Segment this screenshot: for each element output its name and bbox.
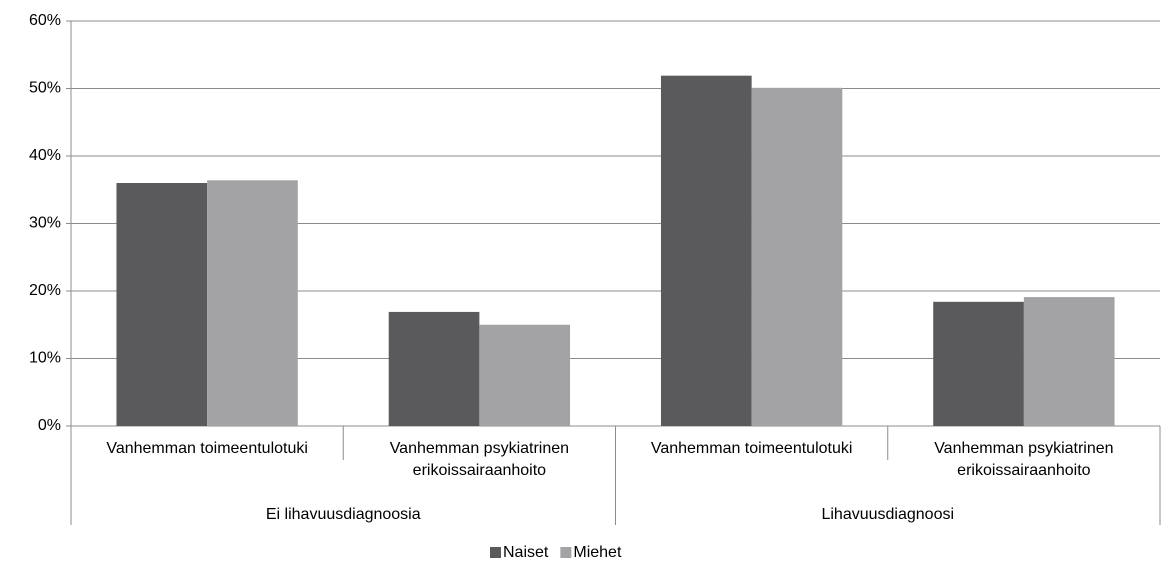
bar xyxy=(1023,297,1115,426)
group-label: Lihavuusdiagnoosi xyxy=(821,506,955,523)
y-tick-label: 20% xyxy=(29,282,61,299)
x-tick-label: Vanhemman psykiatrinen erikoissairaanhoi… xyxy=(934,440,1114,479)
bar xyxy=(660,75,752,427)
bar xyxy=(207,180,298,426)
bar xyxy=(751,87,843,426)
legend-swatch xyxy=(490,547,501,558)
bar xyxy=(479,324,571,426)
legend-label: Miehet xyxy=(573,544,622,561)
legend-swatch xyxy=(560,547,572,558)
bar xyxy=(388,311,480,426)
x-tick-label: Vanhemman psykiatrinen erikoissairaanhoi… xyxy=(389,440,570,479)
y-tick-label: 60% xyxy=(29,12,61,29)
y-tick-label: 0% xyxy=(38,417,61,434)
y-tick-label: 40% xyxy=(29,147,61,164)
y-tick-label: 30% xyxy=(29,215,61,232)
x-tick-label: Vanhemman toimeentulotuki xyxy=(650,440,853,457)
legend-label: Naiset xyxy=(503,544,549,561)
x-tick-label: Vanhemman toimeentulotuki xyxy=(106,440,308,457)
group-label: Ei lihavuusdiagnoosia xyxy=(265,506,421,523)
bar xyxy=(933,301,1024,426)
bar xyxy=(116,183,208,426)
y-tick-label: 50% xyxy=(29,80,61,97)
y-tick-label: 10% xyxy=(29,350,61,367)
